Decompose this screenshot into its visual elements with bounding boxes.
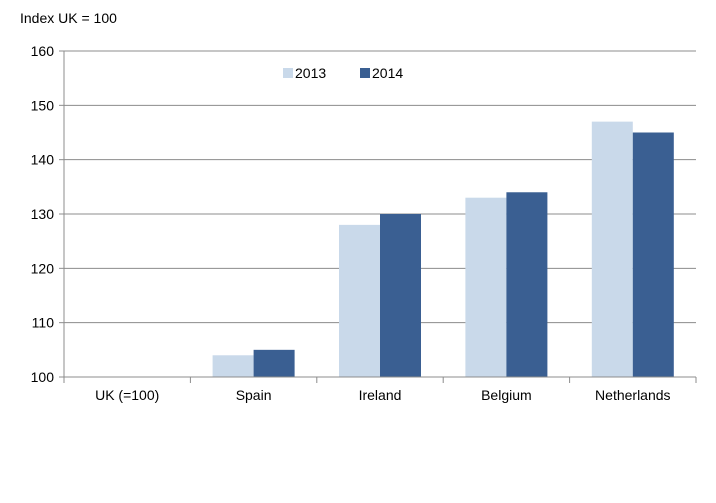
bar-2014-netherlands xyxy=(632,132,674,377)
y-tick-label: 120 xyxy=(31,260,55,276)
y-axis-label: Index UK = 100 xyxy=(20,10,117,26)
axes xyxy=(63,51,697,383)
y-tick-label: 160 xyxy=(31,43,55,59)
bar-2013-belgium xyxy=(465,197,507,377)
y-tick-label: 130 xyxy=(31,206,55,222)
x-tick-label: Spain xyxy=(236,387,272,403)
y-axis-ticks: 100 110 120 130 140 150 160 xyxy=(31,43,64,385)
bars xyxy=(212,121,674,377)
x-tick-label: Ireland xyxy=(359,387,402,403)
y-tick-label: 140 xyxy=(31,152,55,168)
bar-2014-spain xyxy=(253,349,295,377)
legend-label-2013: 2013 xyxy=(295,65,326,81)
legend-swatch-2014 xyxy=(360,68,370,78)
x-axis-labels: UK (=100) Spain Ireland Belgium Netherlands xyxy=(95,387,670,403)
x-tick-label: UK (=100) xyxy=(95,387,159,403)
legend: 2013 2014 xyxy=(283,65,403,81)
bar-2013-ireland xyxy=(339,224,380,377)
y-tick-label: 100 xyxy=(31,369,55,385)
bar-2014-belgium xyxy=(506,192,548,377)
bar-2013-spain xyxy=(212,355,254,377)
y-tick-label: 110 xyxy=(32,315,55,331)
x-tick-label: Netherlands xyxy=(595,387,671,403)
legend-swatch-2013 xyxy=(283,68,293,78)
x-tick-label: Belgium xyxy=(481,387,532,403)
bar-2013-netherlands xyxy=(591,121,633,377)
y-tick-label: 150 xyxy=(31,97,55,113)
legend-label-2014: 2014 xyxy=(372,65,403,81)
bar-2014-ireland xyxy=(380,214,421,377)
